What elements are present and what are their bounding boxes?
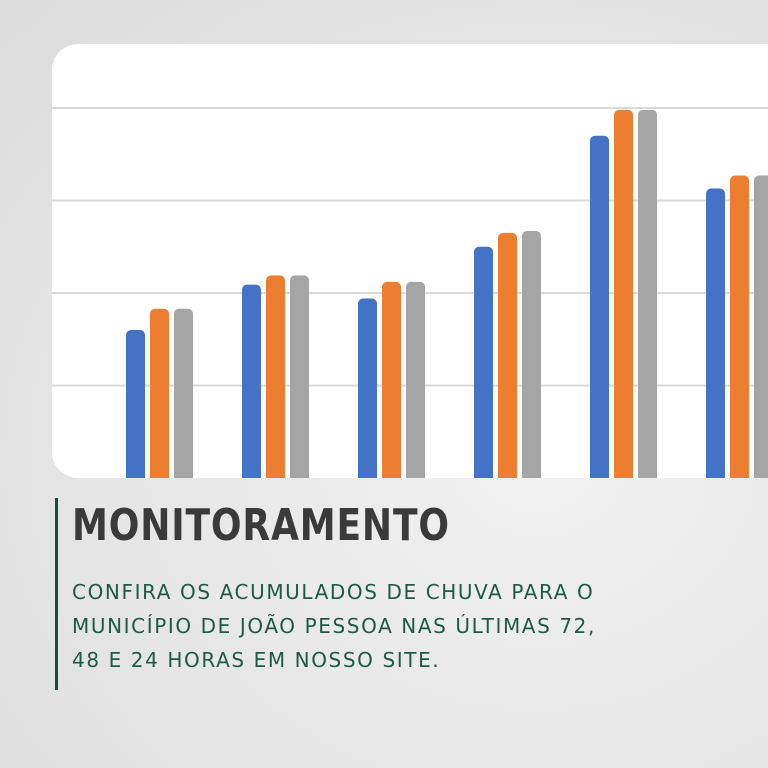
bar-series-3: [290, 275, 309, 478]
bar-series-1: [358, 298, 377, 478]
description-line-2: MUNICÍPIO DE JOÃO PESSOA NAS ÚLTIMAS 72,: [72, 614, 596, 638]
bar-series-3: [638, 109, 657, 478]
description: CONFIRA OS ACUMULADOS DE CHUVA PARA O MU…: [72, 575, 762, 677]
bar-series-3: [522, 231, 541, 478]
bar-series-1: [242, 284, 261, 478]
bar-series-1: [590, 135, 609, 478]
bar-series-2: [150, 308, 169, 478]
rainfall-bar-chart: [52, 107, 768, 478]
bar-series-3: [174, 308, 193, 478]
bar-series-1: [474, 246, 493, 478]
bar-series-2: [614, 109, 633, 478]
description-line-1: CONFIRA OS ACUMULADOS DE CHUVA PARA O: [72, 580, 595, 604]
bar-series-3: [754, 175, 768, 478]
bar-series-2: [266, 275, 285, 478]
bar-series-1: [706, 188, 725, 478]
page-title: MONITORAMENTO: [72, 500, 450, 551]
description-line-3: 48 E 24 HORAS EM NOSSO SITE.: [72, 648, 441, 672]
accent-bar: [55, 498, 58, 690]
bar-series-3: [406, 281, 425, 478]
bar-series-2: [730, 175, 749, 478]
bar-series-1: [126, 330, 145, 478]
chart-card: [52, 44, 768, 478]
bar-series-2: [498, 232, 517, 478]
bar-series-2: [382, 281, 401, 478]
